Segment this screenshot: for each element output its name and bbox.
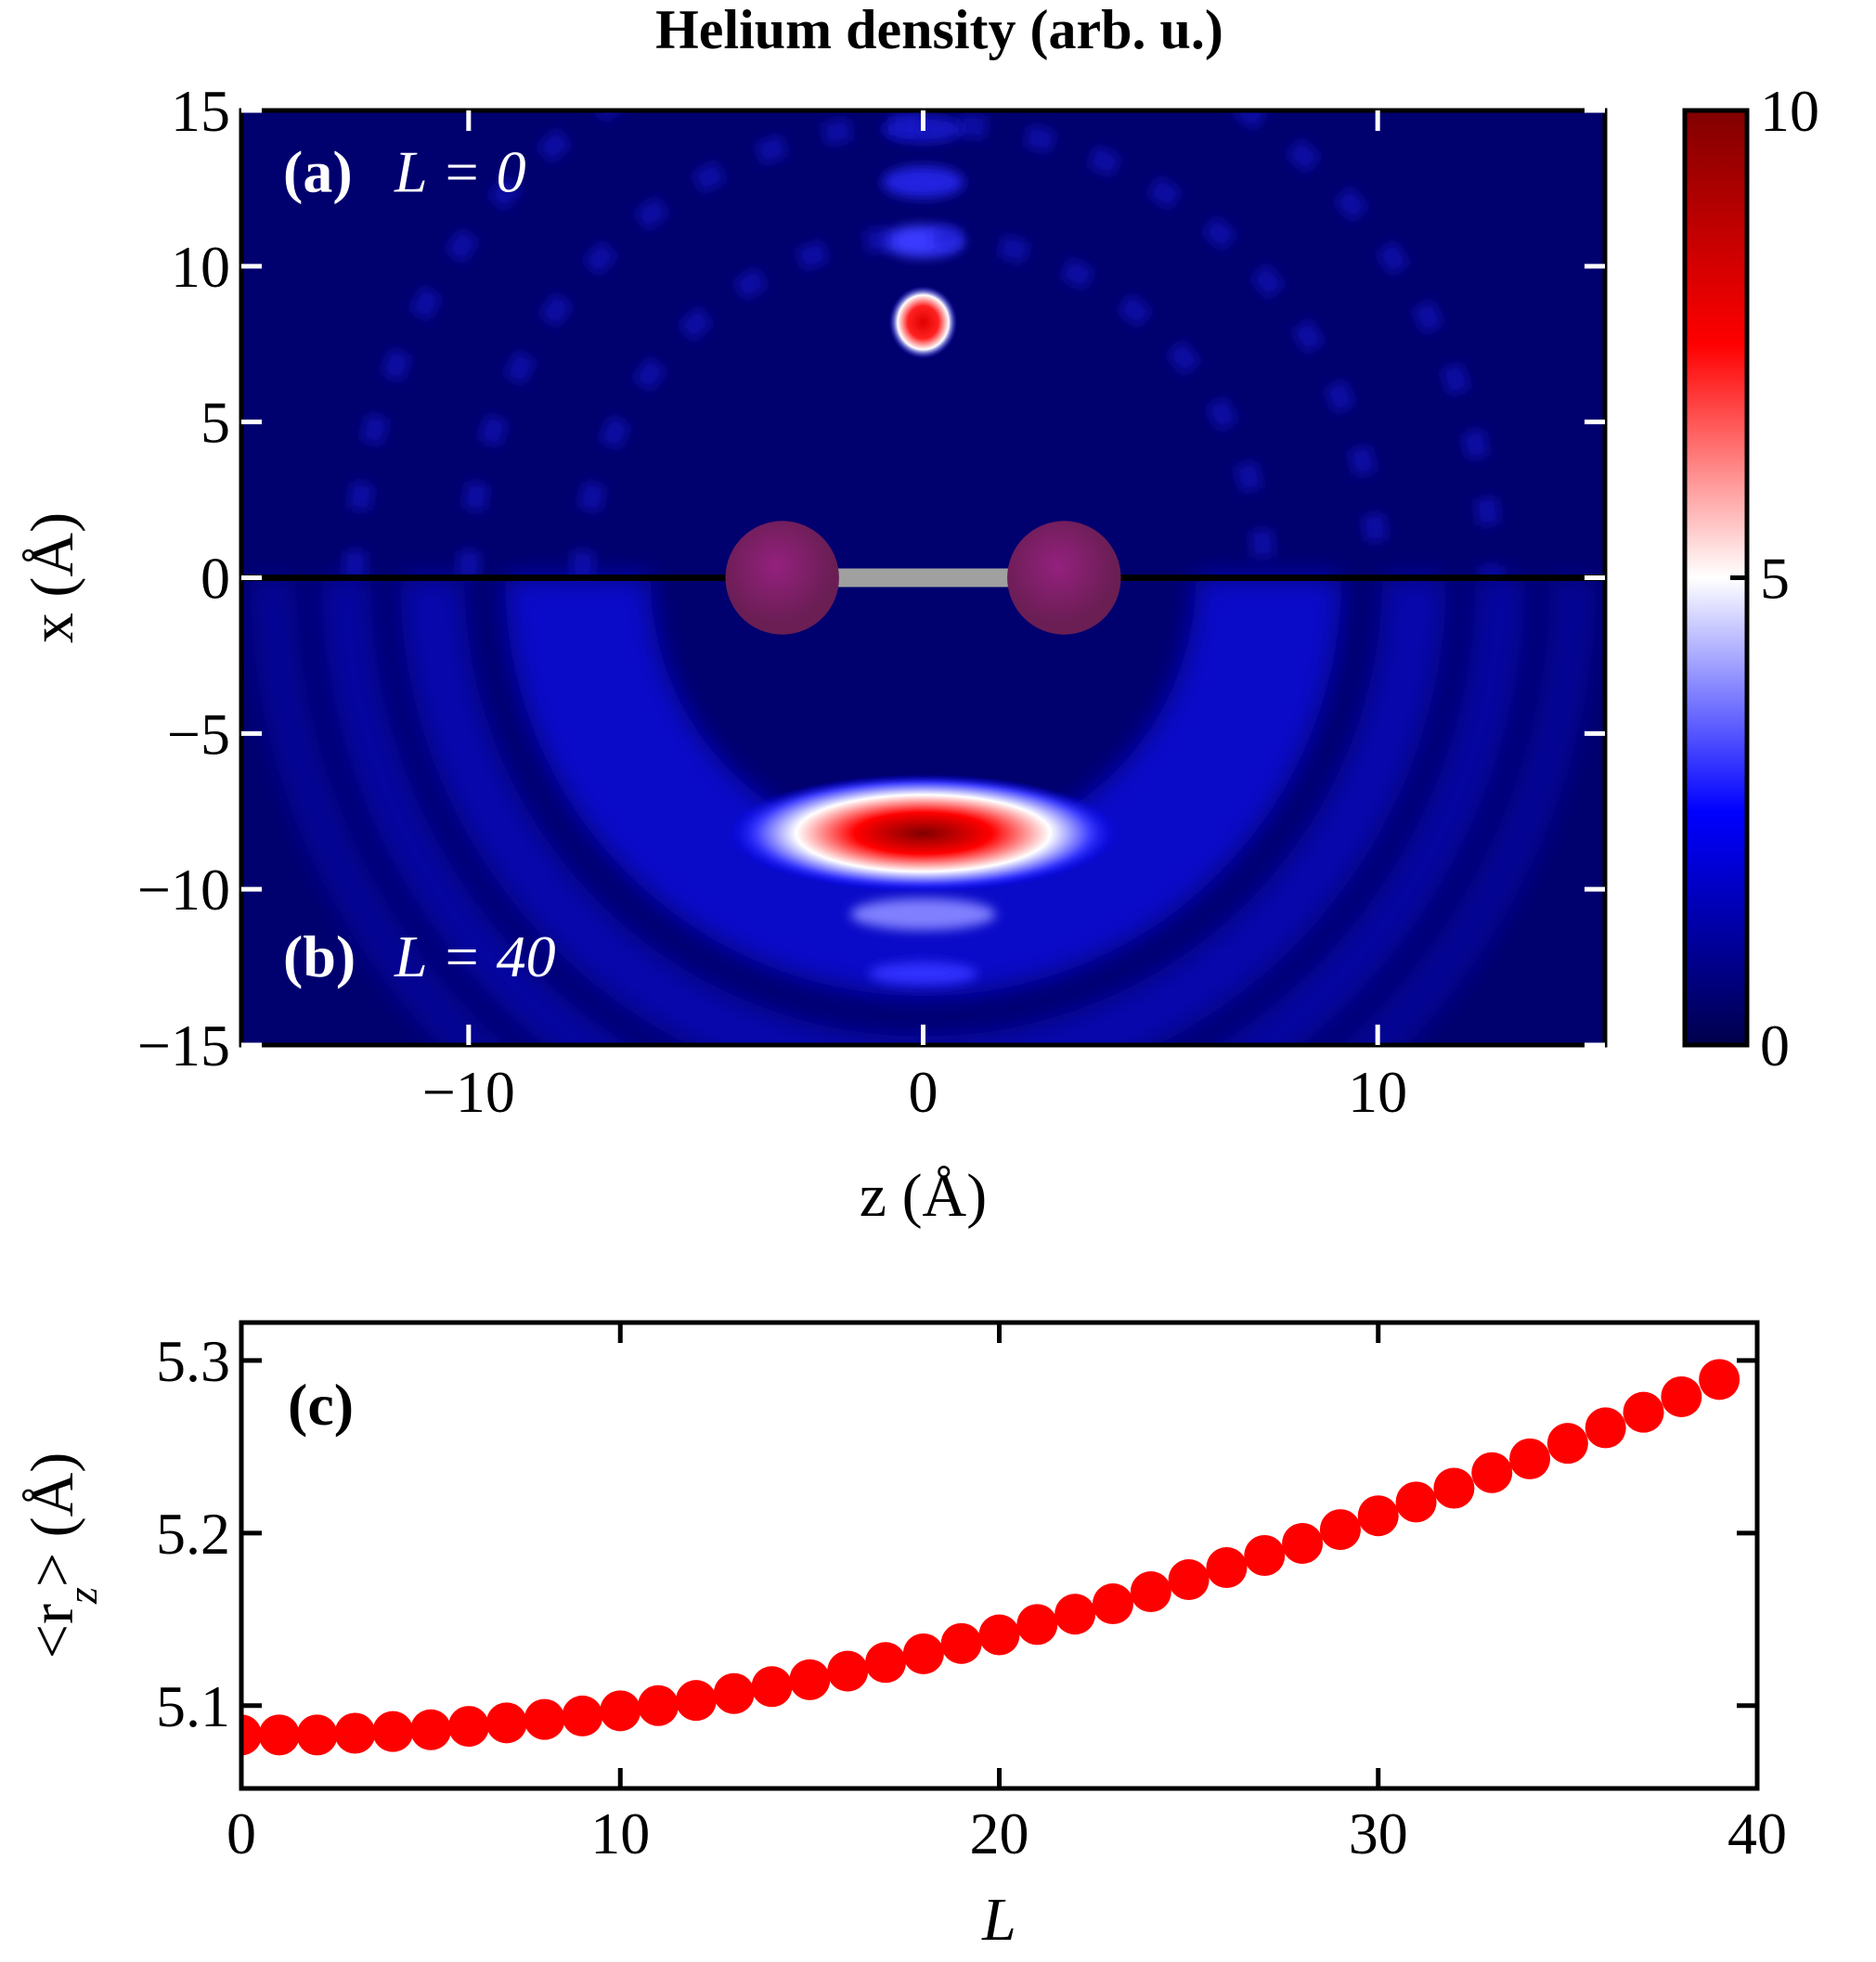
x-tick-label: 30 bbox=[1349, 1801, 1408, 1866]
y-tick-label: 5 bbox=[201, 390, 230, 456]
marker bbox=[1623, 1391, 1664, 1433]
marker bbox=[789, 1659, 831, 1700]
x-axis-label: z (Å) bbox=[860, 1162, 987, 1230]
panel-annotation: L = 40 bbox=[394, 923, 556, 989]
marker bbox=[1092, 1583, 1133, 1625]
colorbar-tick-label: 5 bbox=[1760, 546, 1790, 612]
marker bbox=[751, 1666, 793, 1708]
x-tick-label: 20 bbox=[970, 1801, 1029, 1866]
marker bbox=[1585, 1407, 1626, 1449]
density-ring bbox=[320, 577, 1526, 1045]
y-tick-label: −5 bbox=[167, 701, 230, 767]
density-spot bbox=[888, 286, 958, 359]
axes-layer: −10 0 10 −15 −10 −5 0 5 10 15 Helium density (arb.… bbox=[19, 0, 1819, 1954]
y-axis-label-part: > (Å) bbox=[19, 1452, 86, 1587]
x-tick-label: 0 bbox=[226, 1801, 256, 1866]
x-tick-label: 10 bbox=[590, 1801, 650, 1866]
density-ring bbox=[400, 577, 1446, 1045]
chart-title: Helium density (arb. u.) bbox=[655, 0, 1223, 60]
marker bbox=[1016, 1604, 1058, 1646]
y-axis-label-part: z bbox=[58, 1587, 106, 1605]
x-tick-label: −10 bbox=[422, 1059, 515, 1125]
marker bbox=[638, 1684, 679, 1726]
marker bbox=[1206, 1547, 1248, 1589]
density-band bbox=[868, 962, 978, 986]
marker bbox=[1244, 1535, 1286, 1576]
marker bbox=[1395, 1481, 1437, 1523]
colorbar-tick-label: 0 bbox=[1760, 1013, 1790, 1078]
x-tick-label: 0 bbox=[909, 1059, 938, 1125]
marker bbox=[1699, 1359, 1740, 1401]
axes-frame bbox=[239, 1320, 1760, 1791]
y-axis-label: x (Å) bbox=[19, 512, 86, 643]
atom bbox=[1007, 521, 1121, 635]
y-tick-label: 5.1 bbox=[156, 1673, 230, 1739]
y-tick-label: 5.2 bbox=[156, 1501, 230, 1567]
marker bbox=[562, 1695, 603, 1736]
marker bbox=[713, 1672, 755, 1714]
marker bbox=[1168, 1559, 1210, 1601]
marker bbox=[827, 1650, 869, 1692]
x-tick-label: 40 bbox=[1727, 1801, 1787, 1866]
marker bbox=[1357, 1495, 1399, 1537]
y-axis-label: <rz> (Å) bbox=[19, 1452, 106, 1659]
marker bbox=[1546, 1423, 1588, 1465]
marker bbox=[1509, 1438, 1551, 1479]
colorbar-tick-label: 10 bbox=[1760, 78, 1819, 144]
y-tick-label: 0 bbox=[201, 546, 230, 612]
marker bbox=[1319, 1509, 1361, 1551]
y-tick-label: 5.3 bbox=[156, 1328, 230, 1394]
density-arc bbox=[571, 226, 1275, 578]
marker bbox=[600, 1690, 641, 1732]
marker bbox=[1282, 1522, 1324, 1564]
x-tick-label: 10 bbox=[1348, 1059, 1407, 1125]
density-spot bbox=[727, 774, 1119, 893]
marker bbox=[902, 1633, 944, 1674]
atom bbox=[725, 521, 839, 635]
density-band bbox=[850, 897, 996, 931]
x-axis-label: L bbox=[981, 1886, 1016, 1954]
panel-tag: (a) bbox=[283, 138, 353, 204]
panel-annotation: L = 0 bbox=[394, 138, 526, 204]
marker bbox=[940, 1622, 982, 1664]
marker bbox=[865, 1642, 907, 1684]
y-tick-label: 10 bbox=[171, 234, 230, 300]
markers bbox=[241, 1359, 1740, 1756]
marker bbox=[524, 1698, 565, 1740]
marker bbox=[978, 1614, 1020, 1656]
heatmap-layer bbox=[241, 110, 1605, 1045]
marker bbox=[447, 1706, 489, 1748]
panel-tag: (c) bbox=[288, 1372, 354, 1438]
panel-tag: (b) bbox=[283, 923, 356, 989]
marker bbox=[1433, 1467, 1475, 1509]
marker bbox=[1130, 1571, 1171, 1613]
density-image bbox=[241, 110, 1605, 1045]
marker bbox=[1054, 1594, 1096, 1635]
marker bbox=[675, 1680, 717, 1722]
y-tick-label: −15 bbox=[137, 1013, 230, 1078]
marker bbox=[410, 1709, 452, 1750]
y-tick-label: −10 bbox=[137, 857, 230, 923]
marker bbox=[372, 1710, 414, 1752]
marker bbox=[485, 1702, 527, 1744]
marker bbox=[1661, 1375, 1702, 1417]
y-axis-label-part: <r bbox=[19, 1604, 86, 1659]
density-lobe bbox=[882, 166, 964, 199]
marker bbox=[241, 1714, 262, 1756]
marker bbox=[296, 1714, 338, 1756]
y-tick-label: 15 bbox=[171, 78, 230, 144]
marker bbox=[1471, 1452, 1513, 1493]
density-arc bbox=[457, 111, 1390, 578]
marker bbox=[258, 1714, 300, 1756]
marker bbox=[334, 1712, 376, 1754]
